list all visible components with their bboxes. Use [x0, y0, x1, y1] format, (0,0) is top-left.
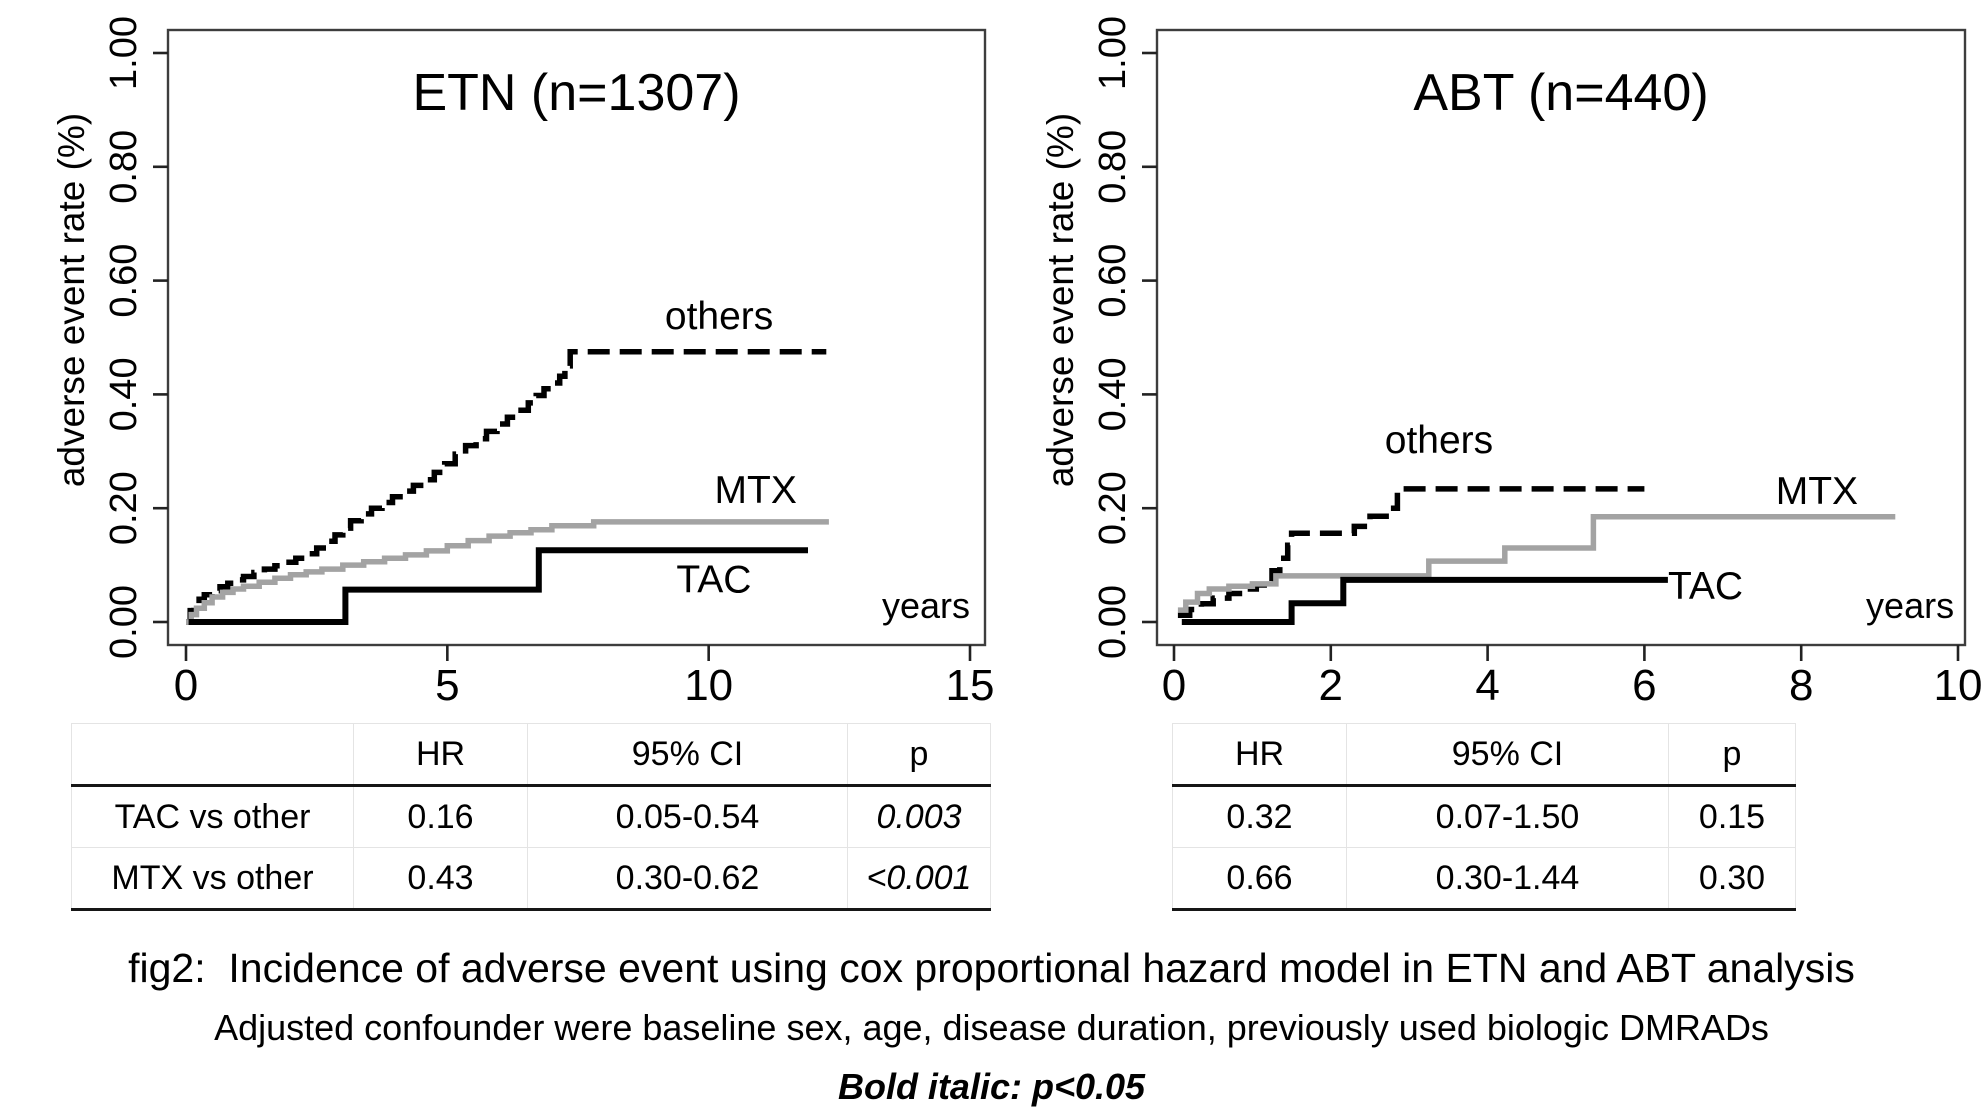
header-hr: HR: [353, 723, 528, 787]
header-p: p: [847, 723, 991, 787]
etn-x-tick-label: 5: [435, 661, 459, 710]
abt-x-tick-label: 0: [1162, 661, 1186, 710]
header-ci: 95% CI: [1346, 723, 1669, 787]
etn-x-tick-label: 0: [174, 661, 198, 710]
etn-y-tick-label: 0.40: [103, 357, 145, 431]
etn-series-others: [186, 348, 827, 625]
abt-plot-box: [1155, 28, 1967, 647]
ci-value: 0.05-0.54: [527, 785, 848, 848]
table-header-row: HR 95% CI p: [71, 723, 991, 787]
header-hr: HR: [1172, 723, 1347, 787]
abt-series-label-mtx: MTX: [1776, 470, 1858, 513]
ci-value: 0.30-1.44: [1346, 847, 1669, 911]
row-label: MTX vs other: [71, 847, 354, 911]
etn-series-tac: [188, 547, 808, 625]
header-p: p: [1668, 723, 1796, 787]
abt-y-tick-label: 0.80: [1092, 130, 1134, 204]
etn-series-label-others: others: [665, 295, 773, 338]
p-value: 0.30: [1668, 847, 1796, 911]
caption-adjustment-note: Adjusted confounder were baseline sex, a…: [214, 1007, 1769, 1048]
abt-y-tick-label: 0.40: [1092, 357, 1134, 431]
etn-series-label-tac: TAC: [676, 558, 751, 601]
abt-x-tick-label: 2: [1319, 661, 1343, 710]
ci-value: 0.07-1.50: [1346, 785, 1669, 848]
p-value: 0.15: [1668, 785, 1796, 848]
abt-plot-title: ABT (n=440): [1413, 64, 1708, 122]
table-row: MTX vs other 0.43 0.30-0.62 <0.001: [71, 847, 991, 911]
hr-value: 0.66: [1172, 847, 1347, 911]
header-ci: 95% CI: [527, 723, 848, 787]
etn-x-tick-label: 10: [684, 661, 733, 710]
abt-x-tick-label: 4: [1475, 661, 1499, 710]
abt-y-tick-label: 1.00: [1092, 16, 1134, 90]
table-row: 0.32 0.07-1.50 0.15: [1172, 785, 1796, 848]
abt-y-tick-label: 0.60: [1092, 244, 1134, 318]
row-label: TAC vs other: [71, 785, 354, 848]
table-header-row: HR 95% CI p: [1172, 723, 1796, 787]
abt-series-mtx: [1177, 513, 1896, 613]
abt-y-tick-label: 0.20: [1092, 471, 1134, 545]
etn-y-tick-label: 1.00: [103, 16, 145, 90]
table-row: TAC vs other 0.16 0.05-0.54 0.003: [71, 785, 991, 848]
abt-x-tick-label: 8: [1789, 661, 1813, 710]
etn-x-unit-label: years: [882, 585, 970, 626]
etn-y-tick-label: 0.80: [103, 130, 145, 204]
abt-x-tick-label: 6: [1632, 661, 1656, 710]
etn-y-tick-label: 0.20: [103, 471, 145, 545]
etn-plot: ETN (n=1307) 0 5 10 15 0.00 0.20 0.40 0.60 0.80 1.…: [51, 16, 995, 710]
figure-caption: fig2: Incidence of adverse event using c…: [0, 944, 1983, 1108]
hr-value: 0.43: [353, 847, 528, 911]
abt-y-tick-label: 0.00: [1092, 585, 1134, 659]
p-value: <0.001: [847, 847, 991, 911]
header-empty: [71, 723, 354, 787]
etn-plot-box: [166, 28, 987, 647]
etn-plot-title: ETN (n=1307): [412, 64, 740, 122]
abt-series-tac: [1181, 576, 1668, 625]
caption-title: fig2: Incidence of adverse event using c…: [128, 945, 1855, 991]
etn-y-axis-title: adverse event rate (%): [51, 113, 92, 487]
etn-hazard-table: HR 95% CI p TAC vs other 0.16 0.05-0.54 …: [71, 723, 991, 911]
caption-significance-note: Bold italic: p<0.05: [837, 1066, 1146, 1107]
etn-series-label-mtx: MTX: [715, 469, 797, 512]
etn-y-tick-label: 0.60: [103, 244, 145, 318]
etn-y-tick-label: 0.00: [103, 585, 145, 659]
abt-y-axis-title: adverse event rate (%): [1040, 113, 1081, 487]
abt-plot: ABT (n=440) 0 2 4 6 8 10 0.00 0.20 0.40 0.60 0.80 1.…: [1040, 16, 1983, 710]
table-row: 0.66 0.30-1.44 0.30: [1172, 847, 1796, 911]
ci-value: 0.30-0.62: [527, 847, 848, 911]
abt-series-others: [1177, 486, 1645, 618]
hr-value: 0.32: [1172, 785, 1347, 848]
abt-hazard-table: HR 95% CI p 0.32 0.07-1.50 0.15 0.66 0.3…: [1172, 723, 1796, 911]
abt-x-unit-label: years: [1866, 585, 1954, 626]
abt-x-tick-label: 10: [1934, 661, 1983, 710]
etn-series-mtx: [186, 519, 829, 625]
abt-series-label-others: others: [1385, 419, 1493, 462]
abt-series-label-tac: TAC: [1668, 565, 1743, 608]
etn-x-tick-label: 15: [946, 661, 995, 710]
hr-value: 0.16: [353, 785, 528, 848]
p-value: 0.003: [847, 785, 991, 848]
